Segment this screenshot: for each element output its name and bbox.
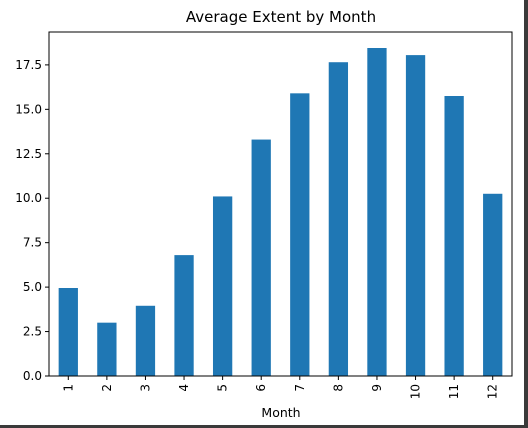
x-tick-label: 8 bbox=[331, 384, 345, 392]
chart-title: Average Extent by Month bbox=[186, 8, 376, 26]
x-tick-label: 3 bbox=[138, 384, 152, 392]
x-tick-label: 9 bbox=[370, 384, 384, 392]
x-axis-label: Month bbox=[261, 405, 300, 420]
bar-month-4 bbox=[174, 255, 194, 376]
bar-month-11 bbox=[444, 96, 464, 376]
x-tick-label: 4 bbox=[177, 384, 191, 392]
x-tick-label: 12 bbox=[486, 384, 500, 399]
bar-month-6 bbox=[251, 139, 271, 376]
x-tick-label: 7 bbox=[293, 384, 307, 392]
bar-month-9 bbox=[367, 48, 387, 376]
x-tick-label: 11 bbox=[447, 384, 461, 399]
bar-month-10 bbox=[405, 55, 426, 377]
x-tick-label: 10 bbox=[409, 384, 423, 399]
x-tick-label: 5 bbox=[216, 384, 230, 392]
window-edge-right bbox=[524, 0, 528, 428]
y-tick-label: 10.0 bbox=[15, 191, 42, 205]
bar-month-2 bbox=[97, 322, 117, 376]
x-tick-label: 1 bbox=[61, 384, 75, 392]
bar-month-3 bbox=[135, 305, 156, 376]
y-tick-label: 7.5 bbox=[23, 236, 42, 250]
bar-month-12 bbox=[483, 193, 503, 376]
y-tick-label: 17.5 bbox=[15, 58, 42, 72]
bar-month-5 bbox=[212, 196, 233, 376]
y-tick-label: 2.5 bbox=[23, 325, 42, 339]
bar-month-1 bbox=[58, 288, 78, 376]
y-tick-label: 0.0 bbox=[23, 369, 42, 383]
x-tick-label: 6 bbox=[254, 384, 268, 392]
bar-month-7 bbox=[290, 93, 310, 376]
x-tick-label: 2 bbox=[100, 384, 114, 392]
axes-frame bbox=[48, 31, 513, 377]
y-tick-label: 5.0 bbox=[23, 280, 42, 294]
bar-month-8 bbox=[328, 62, 349, 376]
window-edge-bottom bbox=[0, 425, 528, 428]
y-tick-label: 15.0 bbox=[15, 102, 42, 116]
plot-area: 0.02.55.07.510.012.515.017.51 2 3 4 5 6 7 8 9 10 1… bbox=[15, 31, 513, 399]
y-tick-label: 12.5 bbox=[15, 147, 42, 161]
